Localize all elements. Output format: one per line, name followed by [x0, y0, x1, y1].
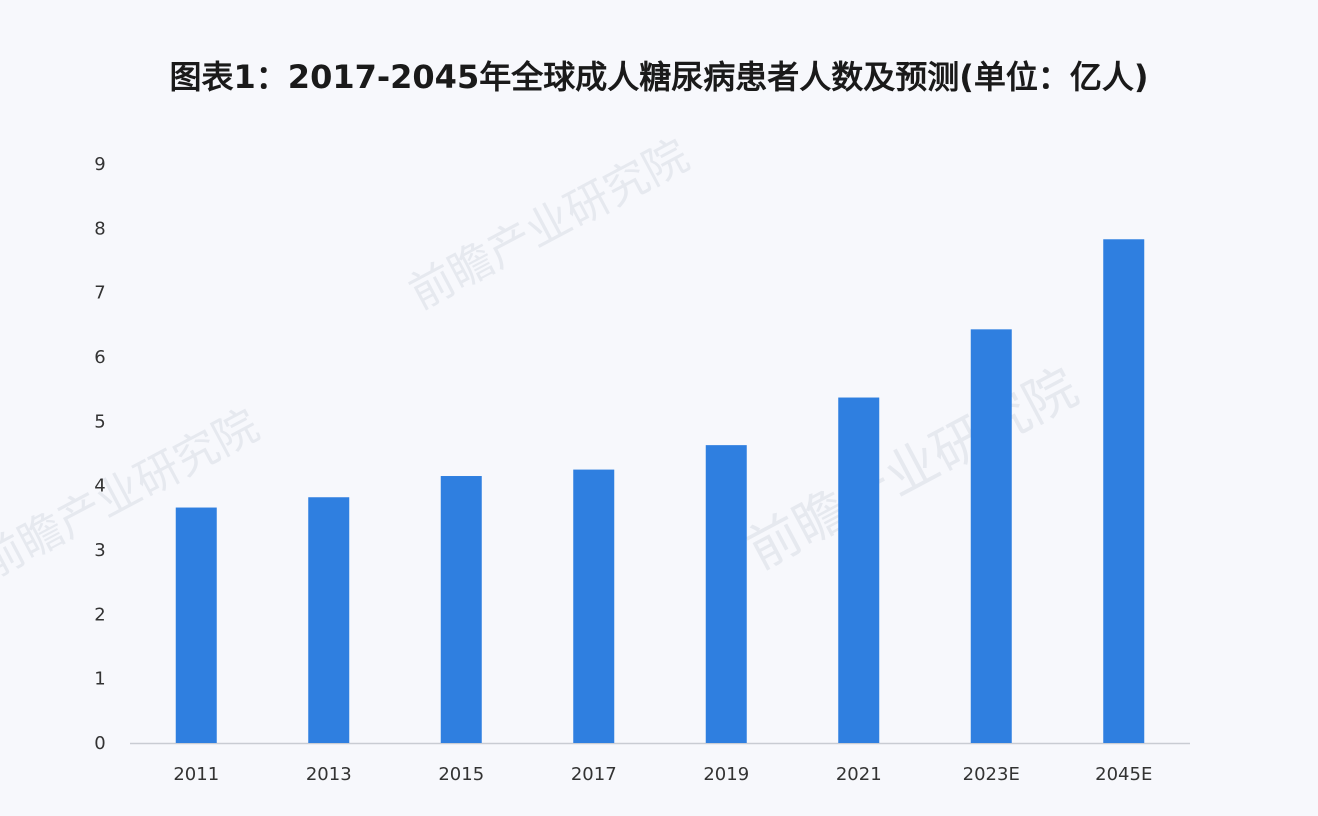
y-tick-label: 3: [94, 540, 105, 561]
x-tick-label: 2045E: [1095, 764, 1152, 785]
x-tick-label: 2015: [438, 764, 484, 785]
x-tick-label: 2021: [836, 764, 882, 785]
y-tick-label: 5: [94, 411, 105, 432]
bar-2021: [838, 397, 880, 743]
bar-2011: [175, 507, 217, 743]
y-axis-ticks: 0 1 2 3 4 5 6 7 8 9: [94, 154, 105, 754]
bar-2013: [308, 497, 350, 743]
y-tick-label: 0: [94, 733, 105, 754]
x-tick-label: 2011: [173, 764, 219, 785]
chart-title: 图表1：2017-2045年全球成人糖尿病患者人数及预测(单位：亿人): [169, 58, 1149, 96]
watermark-text: 前瞻产业研究院: [0, 400, 267, 590]
watermark-text: 前瞻产业研究院: [738, 358, 1088, 582]
bar-2019: [705, 445, 747, 743]
bar-2017: [573, 469, 615, 743]
y-tick-label: 6: [94, 347, 105, 368]
x-axis-ticks: 2011 2013 2015 2017 2019 2021 2023E 2045E: [173, 764, 1152, 785]
y-tick-label: 2: [94, 604, 105, 625]
bar-2023e: [970, 329, 1012, 743]
x-tick-label: 2017: [571, 764, 617, 785]
y-tick-label: 7: [94, 283, 105, 304]
bar-2045e: [1103, 239, 1145, 743]
y-tick-label: 1: [94, 669, 105, 690]
y-tick-label: 8: [94, 218, 105, 239]
bars: [175, 239, 1145, 743]
bar-2015: [440, 476, 482, 743]
y-tick-label: 4: [94, 476, 105, 497]
y-tick-label: 9: [94, 154, 105, 175]
x-tick-label: 2023E: [963, 764, 1020, 785]
watermark-text: 前瞻产业研究院: [401, 130, 697, 320]
x-tick-label: 2019: [703, 764, 749, 785]
x-tick-label: 2013: [306, 764, 352, 785]
